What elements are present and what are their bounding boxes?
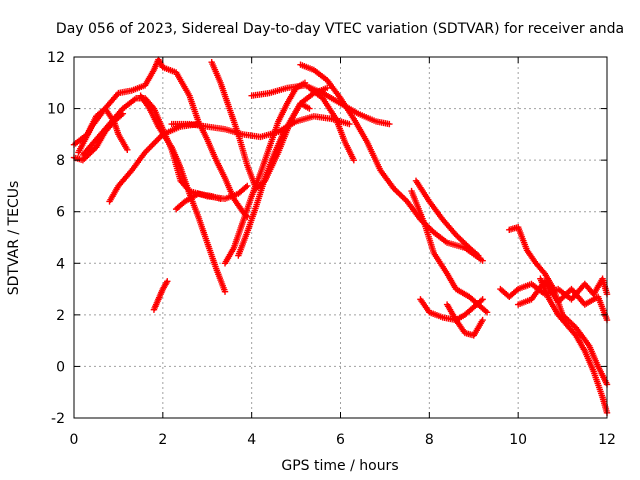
data-series [235,84,331,259]
y-tick-label: 12 [47,50,65,66]
x-tick-label: 12 [598,432,616,448]
x-axis-label: GPS time / hours [281,458,398,474]
data-series [514,278,611,324]
y-tick-label: 10 [47,102,65,118]
data-point-marker [386,120,393,128]
y-tick-label: 8 [56,153,65,169]
data-series [159,64,251,221]
data-series [106,120,202,205]
data-point-marker [244,182,251,190]
data-point-marker [221,288,229,295]
data-series [417,296,486,324]
y-tick-label: 2 [56,308,65,324]
data-point-marker [479,296,486,303]
data-series [537,275,611,417]
x-tick-label: 2 [158,432,167,448]
grid-lines [74,57,607,418]
x-tick-label: 10 [509,432,527,448]
data-series [412,177,482,259]
data-series [443,301,486,339]
data-series [297,61,486,264]
y-axis-label: SDTVAR / TECUs [6,181,22,296]
data-points [70,56,611,417]
data-series [172,190,224,213]
data-point-marker [346,120,353,128]
data-series [408,187,491,316]
data-series [150,278,171,313]
data-point-marker [479,257,486,264]
x-tick-label: 6 [336,432,345,448]
data-point-marker [479,316,486,324]
data-series [137,92,229,295]
y-tick-label: 6 [56,205,65,221]
data-series [248,82,393,128]
data-series [168,113,353,141]
y-tick-label: 4 [56,256,65,272]
data-point-marker [164,278,171,285]
data-point-marker [323,84,331,92]
y-tick-label: -2 [51,411,65,427]
data-point-marker [124,146,131,154]
data-point-marker [217,195,224,203]
data-point-marker [483,309,491,316]
x-tick-label: 4 [247,432,256,448]
data-point-marker [306,105,313,112]
x-tick-label: 0 [70,432,79,448]
data-series [306,84,358,164]
x-tick-label: 8 [425,432,434,448]
axis-ticks: 0 2 4 6 8 10 12 -2 0 2 4 6 8 10 12 [47,50,616,448]
data-point-marker [474,252,482,259]
y-tick-label: 0 [56,359,65,375]
chart-title: Day 056 of 2023, Sidereal Day-to-day VTE… [56,21,624,37]
data-series [75,56,167,156]
data-point-marker [350,156,358,164]
